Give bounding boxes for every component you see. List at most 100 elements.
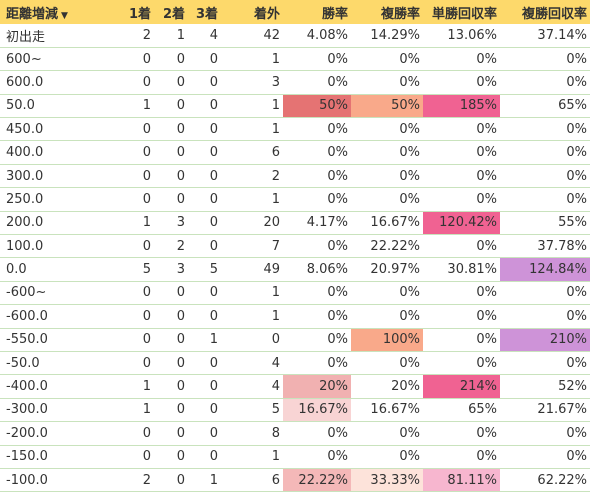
out-of-place-count-cell: 1 [221,304,283,329]
table-row: -600.0 0 0 0 1 0% 0% 0% 0% [0,304,590,329]
place-rate-cell: 0% [351,304,423,329]
win-rate-cell: 50% [283,94,351,119]
win-return-rate-cell: 65% [423,398,500,423]
second-place-count-cell: 0 [154,445,188,469]
out-of-place-count-cell: 6 [221,468,283,493]
win-return-rate-cell: 0% [423,187,500,212]
win-return-rate-cell: 0% [423,328,500,352]
third-place-count-cell: 0 [188,70,221,95]
third-place-count-cell: 5 [188,257,221,282]
first-place-count-cell: 0 [96,117,154,142]
out-of-place-count-cell: 1 [221,281,283,306]
second-place-count-cell: 0 [154,421,188,446]
win-rate-cell: 0% [283,47,351,72]
first-place-count-cell: 0 [96,445,154,469]
column-header-place-return[interactable]: 複勝回収率 [500,0,590,24]
win-return-rate-cell: 214% [423,374,500,399]
place-return-rate-cell: 37.78% [500,234,590,259]
table-row: 400.0 0 0 0 6 0% 0% 0% 0% [0,140,590,165]
table-row: -400.0 1 0 0 4 20% 20% 214% 52% [0,374,590,399]
win-rate-cell: 0% [283,445,351,469]
out-of-place-count-cell: 4 [221,351,283,376]
first-place-count-cell: 5 [96,257,154,282]
table-row: 初出走 2 1 4 42 4.08% 14.29% 13.06% 37.14% [0,24,590,48]
out-of-place-count-cell: 3 [221,70,283,95]
place-rate-cell: 33.33% [351,468,423,493]
win-return-rate-cell: 0% [423,421,500,446]
first-place-count-cell: 0 [96,140,154,165]
third-place-count-cell: 1 [188,328,221,352]
first-place-count-cell: 0 [96,47,154,72]
second-place-count-cell: 0 [154,187,188,212]
second-place-count-cell: 0 [154,351,188,376]
sort-descending-icon[interactable]: ▼ [61,10,68,21]
place-return-rate-cell: 0% [500,304,590,329]
place-rate-cell: 20% [351,374,423,399]
distance-change-cell: 初出走 [0,24,96,48]
first-place-count-cell: 0 [96,281,154,306]
distance-change-cell: -600~ [0,281,96,306]
place-return-rate-cell: 210% [500,328,590,352]
first-place-count-cell: 0 [96,304,154,329]
column-header-3rd[interactable]: 3着 [188,0,221,24]
third-place-count-cell: 0 [188,234,221,259]
second-place-count-cell: 3 [154,211,188,236]
win-return-rate-cell: 0% [423,234,500,259]
out-of-place-count-cell: 8 [221,421,283,446]
place-return-rate-cell: 0% [500,445,590,469]
place-return-rate-cell: 62.22% [500,468,590,493]
out-of-place-count-cell: 1 [221,94,283,119]
distance-change-cell: 250.0 [0,187,96,212]
place-return-rate-cell: 37.14% [500,24,590,48]
column-header-out-of-place[interactable]: 着外 [221,0,283,24]
column-header-win-return[interactable]: 単勝回収率 [423,0,500,24]
third-place-count-cell: 0 [188,94,221,119]
column-header-label: 距離増減 [6,6,59,22]
column-header-distance-change[interactable]: 距離増減 ▼ [0,0,96,24]
out-of-place-count-cell: 42 [221,24,283,48]
win-rate-cell: 0% [283,70,351,95]
column-header-win-rate[interactable]: 勝率 [283,0,351,24]
place-rate-cell: 22.22% [351,234,423,259]
win-return-rate-cell: 0% [423,47,500,72]
place-rate-cell: 16.67% [351,211,423,236]
win-return-rate-cell: 0% [423,351,500,376]
win-return-rate-cell: 0% [423,281,500,306]
win-rate-cell: 0% [283,328,351,352]
third-place-count-cell: 0 [188,187,221,212]
place-return-rate-cell: 124.84% [500,257,590,282]
win-rate-cell: 20% [283,374,351,399]
out-of-place-count-cell: 1 [221,445,283,469]
first-place-count-cell: 0 [96,70,154,95]
column-header-1st[interactable]: 1着 [96,0,154,24]
second-place-count-cell: 0 [154,140,188,165]
column-header-place-rate[interactable]: 複勝率 [351,0,423,24]
first-place-count-cell: 2 [96,468,154,493]
distance-change-cell: 600.0 [0,70,96,95]
place-return-rate-cell: 0% [500,351,590,376]
out-of-place-count-cell: 5 [221,398,283,423]
second-place-count-cell: 1 [154,24,188,48]
first-place-count-cell: 0 [96,421,154,446]
place-return-rate-cell: 52% [500,374,590,399]
win-return-rate-cell: 0% [423,70,500,95]
first-place-count-cell: 0 [96,328,154,352]
distance-change-cell: -150.0 [0,445,96,469]
second-place-count-cell: 0 [154,328,188,352]
place-return-rate-cell: 0% [500,187,590,212]
first-place-count-cell: 0 [96,187,154,212]
first-place-count-cell: 2 [96,24,154,48]
out-of-place-count-cell: 1 [221,117,283,142]
third-place-count-cell: 4 [188,24,221,48]
table-row: 300.0 0 0 0 2 0% 0% 0% 0% [0,164,590,189]
distance-change-cell: 200.0 [0,211,96,236]
table-row: 250.0 0 0 0 1 0% 0% 0% 0% [0,187,590,212]
place-return-rate-cell: 0% [500,281,590,306]
first-place-count-cell: 0 [96,234,154,259]
column-header-2nd[interactable]: 2着 [154,0,188,24]
out-of-place-count-cell: 20 [221,211,283,236]
table-row: -200.0 0 0 0 8 0% 0% 0% 0% [0,421,590,446]
second-place-count-cell: 0 [154,70,188,95]
third-place-count-cell: 0 [188,374,221,399]
place-rate-cell: 0% [351,445,423,469]
